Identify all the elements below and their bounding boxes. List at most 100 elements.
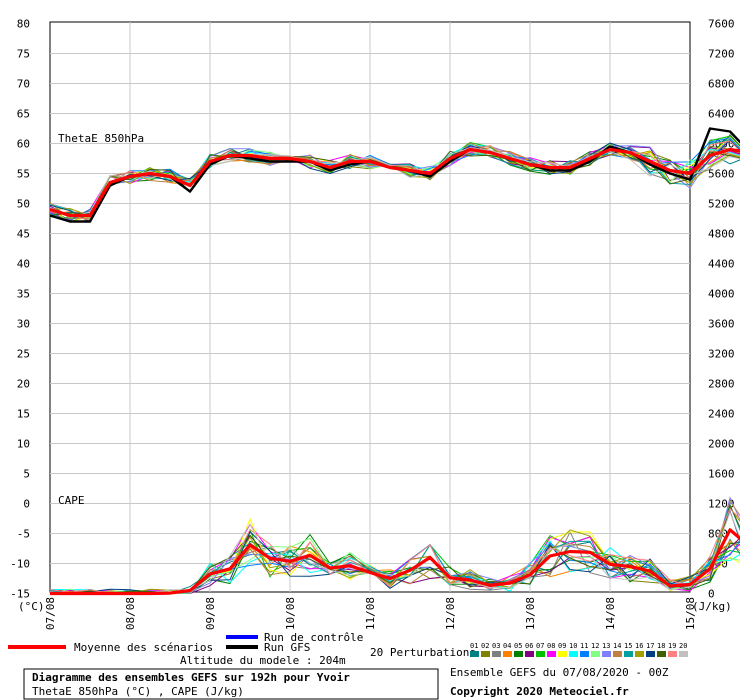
legend-mean-label: Moyenne des scénarios — [74, 641, 213, 654]
x-date-label: 08/08 — [124, 597, 137, 630]
perturbation-number: 14 — [613, 642, 621, 650]
perturbation-swatch — [503, 651, 512, 657]
perturbation-swatch — [624, 651, 633, 657]
perturbation-cape-line — [50, 504, 740, 595]
legend-perturbations-label: 20 Perturbations — [370, 646, 476, 659]
right-tick-label: 6800 — [708, 78, 735, 91]
perturbation-cape-line — [49, 540, 740, 595]
perturbation-cape-line — [49, 510, 740, 594]
right-axis-unit: (J/kg) — [692, 600, 732, 613]
perturbation-cape-line — [50, 496, 740, 595]
perturbation-swatch — [591, 651, 600, 657]
right-tick-label: 4400 — [708, 258, 735, 271]
perturbation-swatch — [679, 651, 688, 657]
perturbation-swatch — [602, 651, 611, 657]
perturbation-number: 11 — [580, 642, 588, 650]
right-tick-label: 2400 — [708, 408, 735, 421]
model-altitude: Altitude du modele : 204m — [180, 654, 346, 667]
perturbation-number: 04 — [503, 642, 511, 650]
chart-subtitle: ThetaE 850hPa (°C) , CAPE (J/kg) — [32, 685, 244, 698]
right-tick-label: 3600 — [708, 318, 735, 331]
x-date-label: 12/08 — [444, 597, 457, 630]
right-tick-label: 2800 — [708, 378, 735, 391]
title-box — [23, 668, 439, 700]
left-tick-label: 50 — [17, 198, 30, 211]
x-date-label: 07/08 — [44, 597, 57, 630]
perturbation-swatch — [613, 651, 622, 657]
x-date-label: 15/08 — [684, 597, 697, 630]
left-tick-label: 70 — [17, 78, 30, 91]
left-tick-label: 20 — [17, 378, 30, 391]
left-tick-label: 0 — [23, 498, 30, 511]
right-tick-label: 4800 — [708, 228, 735, 241]
perturbation-swatch — [569, 651, 578, 657]
copyright: Copyright 2020 Meteociel.fr — [450, 685, 629, 698]
x-date-label: 13/08 — [524, 597, 537, 630]
perturbation-cape-line — [49, 509, 740, 594]
right-tick-label: 4000 — [708, 288, 735, 301]
perturbation-number: 05 — [514, 642, 522, 650]
right-tick-label: 7600 — [708, 18, 735, 31]
perturbation-number: 18 — [657, 642, 665, 650]
left-tick-label: 5 — [23, 468, 30, 481]
left-tick-label: 40 — [17, 258, 30, 271]
perturbation-number: 12 — [591, 642, 599, 650]
thetae-panel-label: ThetaE 850hPa — [58, 132, 144, 145]
chart-title: Diagramme des ensembles GEFS sur 192h po… — [32, 671, 350, 684]
perturbation-thetae-line — [49, 145, 740, 217]
perturbation-number: 16 — [635, 642, 643, 650]
mean-thetae-line — [49, 147, 740, 218]
legend-control-label: Run de contrôle — [264, 631, 363, 644]
perturbation-swatch — [492, 651, 501, 657]
left-tick-label: 10 — [17, 438, 30, 451]
x-date-label: 14/08 — [604, 597, 617, 630]
x-date-label: 10/08 — [284, 597, 297, 630]
perturbation-swatch — [580, 651, 589, 657]
perturbation-swatch — [668, 651, 677, 657]
perturbation-number: 19 — [668, 642, 676, 650]
x-axis-ticks: 07/08 08/08 09/08 10/08 11/08 12/08 13/08 14/08… — [44, 597, 697, 630]
main-lines — [49, 127, 740, 596]
perturbation-number: 10 — [569, 642, 577, 650]
left-tick-label: 75 — [17, 48, 30, 61]
perturbation-swatch — [470, 651, 479, 657]
mean-cape-line — [50, 528, 740, 596]
perturbation-swatch — [481, 651, 490, 657]
perturbation-swatch — [646, 651, 655, 657]
perturbation-swatch — [558, 651, 567, 657]
left-axis-ticks: -15 -10 -5 0 5 10 15 20 25 30 35 40 45 50 55 60 65 70 75 80 — [10, 18, 30, 601]
perturbation-swatch — [635, 651, 644, 657]
perturbation-legend: 01 02 03 04 05 06 07 08 09 10 11 12 13 14 15 16 17 18 19 20 — [470, 642, 688, 657]
perturbation-swatch — [657, 651, 666, 657]
left-tick-label: -10 — [10, 558, 30, 571]
run-info: Ensemble GEFS du 07/08/2020 - 00Z — [450, 666, 669, 679]
perturbation-swatch — [536, 651, 545, 657]
right-tick-label: 5200 — [708, 198, 735, 211]
perturbation-number: 01 — [470, 642, 478, 650]
perturbation-swatch — [525, 651, 534, 657]
left-tick-label: 25 — [17, 348, 30, 361]
left-tick-label: 60 — [17, 138, 30, 151]
left-tick-label: -5 — [17, 528, 30, 541]
perturbation-number: 07 — [536, 642, 544, 650]
perturbation-swatch — [514, 651, 523, 657]
left-tick-label: 65 — [17, 108, 30, 121]
left-tick-label: 55 — [17, 168, 30, 181]
right-tick-label: 6400 — [708, 108, 735, 121]
right-tick-label: 7200 — [708, 48, 735, 61]
perturbation-number: 03 — [492, 642, 500, 650]
perturbation-number: 02 — [481, 642, 489, 650]
perturbation-number: 13 — [602, 642, 610, 650]
x-date-label: 09/08 — [204, 597, 217, 630]
left-tick-label: 35 — [17, 288, 30, 301]
perturbation-swatch — [547, 651, 556, 657]
perturbation-number: 06 — [525, 642, 533, 650]
perturbation-number: 08 — [547, 642, 555, 650]
left-axis-unit: (°C) — [18, 600, 45, 613]
perturbation-number: 09 — [558, 642, 566, 650]
left-tick-label: 45 — [17, 228, 30, 241]
left-tick-label: 80 — [17, 18, 30, 31]
right-tick-label: 2000 — [708, 438, 735, 451]
right-tick-label: 3200 — [708, 348, 735, 361]
